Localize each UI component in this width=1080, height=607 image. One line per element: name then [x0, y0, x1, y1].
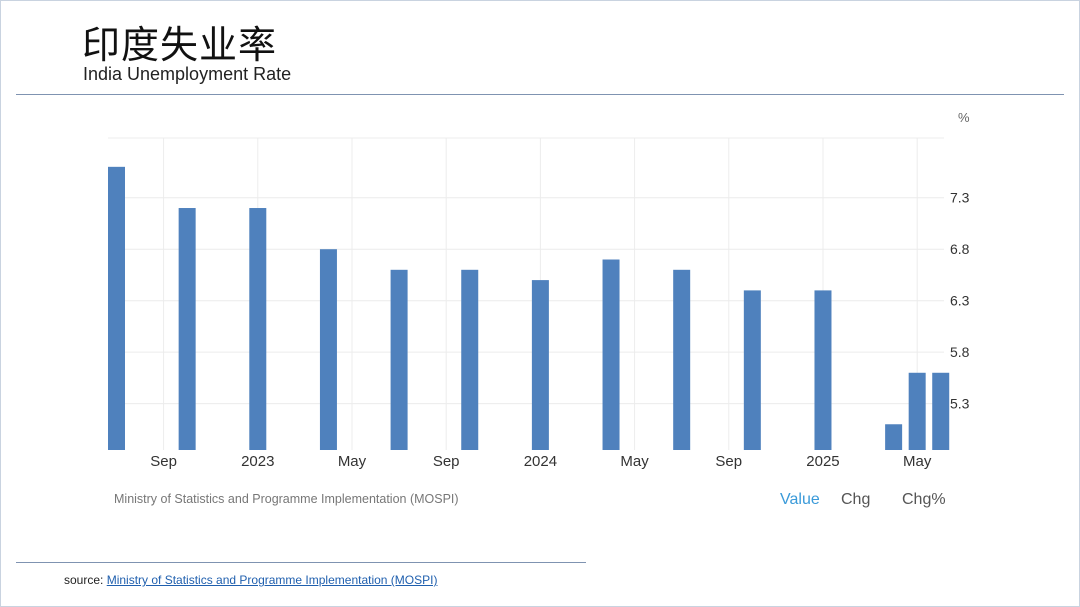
bar	[908, 372, 926, 450]
x-tick-label: Sep	[433, 453, 460, 470]
source-link[interactable]: Ministry of Statistics and Programme Imp…	[106, 573, 438, 587]
bar	[249, 208, 267, 450]
y-tick-label: 6.3	[950, 293, 970, 309]
y-tick-label: 7.3	[950, 190, 970, 206]
y-unit-label: %	[958, 110, 970, 125]
y-tick-label: 5.8	[950, 344, 970, 360]
bar	[531, 280, 549, 450]
page-subtitle: India Unemployment Rate	[83, 64, 292, 84]
bar	[319, 249, 337, 450]
bar	[932, 372, 950, 450]
bar	[461, 269, 479, 450]
x-tick-label: May	[338, 453, 367, 470]
chart-panel: 5.3 5.8 6.3 6.8 7.3% Sep 2023 May Sep 2024 May Sep 2…	[96, 104, 984, 526]
page-title: 印度失业率	[82, 23, 278, 67]
x-tick-label: May	[620, 453, 649, 470]
bar	[602, 259, 620, 450]
legend-toggle-chg[interactable]: Chg	[841, 491, 870, 508]
x-tick-label: May	[903, 453, 932, 470]
header-divider	[16, 94, 1064, 95]
bar	[108, 166, 125, 451]
bar	[178, 208, 196, 450]
x-tick-label: 2024	[524, 453, 557, 470]
chart-source-label: Ministry of Statistics and Programme Imp…	[114, 492, 459, 506]
x-tick-label: Sep	[715, 453, 742, 470]
bar	[673, 269, 691, 450]
y-tick-label: 5.3	[950, 396, 970, 412]
legend-toggle-chg-pct[interactable]: Chg%	[902, 491, 946, 508]
bar	[814, 290, 832, 450]
bar	[390, 269, 408, 450]
x-tick-label: Sep	[150, 453, 177, 470]
x-tick-label: 2023	[241, 453, 274, 470]
bar	[743, 290, 761, 450]
source-line: source: Ministry of Statistics and Progr…	[64, 573, 437, 587]
bar-chart: 5.3 5.8 6.3 6.8 7.3% Sep 2023 May Sep 2024 May Sep 2…	[108, 110, 970, 508]
footer-divider	[16, 562, 586, 563]
bar	[885, 424, 903, 450]
y-tick-label: 6.8	[950, 241, 970, 257]
x-tick-label: 2025	[806, 453, 839, 470]
legend-toggle-value[interactable]: Value	[780, 491, 820, 508]
source-prefix: source:	[64, 573, 104, 587]
